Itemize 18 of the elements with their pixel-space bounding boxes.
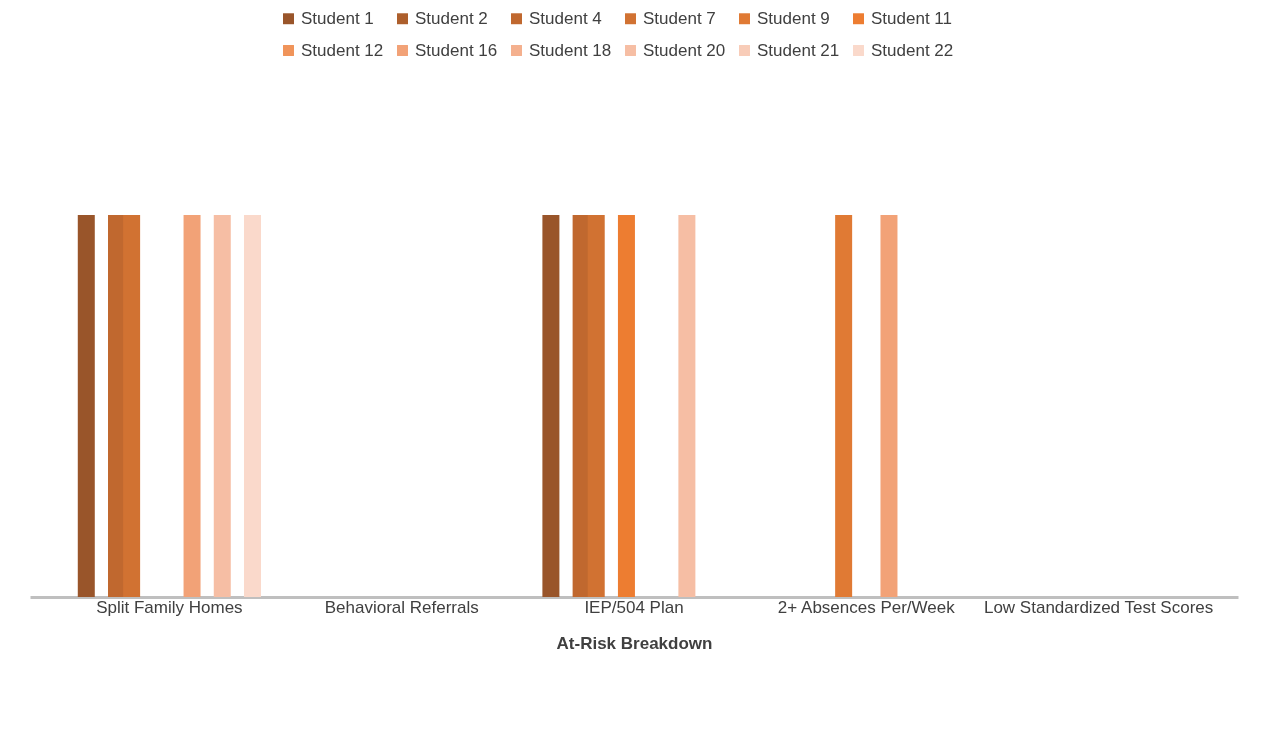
x-tick-label: Low Standardized Test Scores bbox=[983, 597, 1214, 617]
x-tick-label: Behavioral Referrals bbox=[324, 597, 479, 617]
legend-label: Student 2 bbox=[415, 8, 488, 28]
x-tick-label: IEP/504 Plan bbox=[584, 597, 684, 617]
legend-label: Student 22 bbox=[871, 40, 954, 60]
legend-label: Student 12 bbox=[301, 40, 384, 60]
legend-label: Student 11 bbox=[871, 8, 952, 28]
legend-label: Student 20 bbox=[643, 40, 726, 60]
legend-label: Student 1 bbox=[301, 8, 374, 28]
x-axis-title: At-Risk Breakdown bbox=[556, 633, 713, 653]
legend-label: Student 16 bbox=[415, 40, 498, 60]
x-tick-label: Split Family Homes bbox=[96, 597, 243, 617]
x-tick-label: 2+ Absences Per/Week bbox=[777, 597, 956, 617]
legend-label: Student 7 bbox=[643, 8, 716, 28]
legend-label: Student 9 bbox=[757, 8, 830, 28]
legend-label: Student 21 bbox=[757, 40, 840, 60]
legend-label: Student 4 bbox=[529, 8, 602, 28]
legend-label: Student 18 bbox=[529, 40, 612, 60]
